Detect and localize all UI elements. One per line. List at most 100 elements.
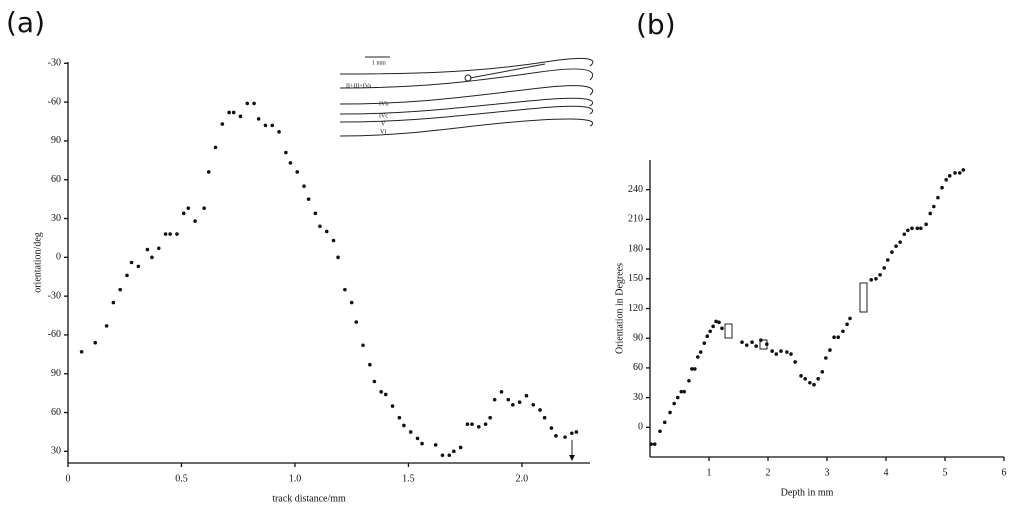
point [433,443,438,447]
point [720,326,724,331]
point [940,185,944,190]
point [440,453,445,458]
point [693,367,697,371]
point [649,442,653,446]
point [252,101,256,106]
point [492,397,497,402]
point [832,335,836,340]
x-axis-label: Depth in mm [781,487,834,498]
point [928,211,933,216]
point [717,320,721,325]
point [816,376,820,381]
y-tick-label: -30 [48,290,61,301]
point [961,168,966,172]
point [447,453,452,458]
point [452,449,456,454]
point [465,422,470,426]
point [145,247,150,252]
point [220,122,225,126]
point [824,356,828,360]
point [702,341,707,345]
panel-label: (a) [6,6,45,39]
point [118,287,122,292]
point [331,238,336,243]
point [668,410,672,415]
point [470,422,474,426]
x-tick-label: 1.5 [402,473,415,484]
inset-label: II+III+IVa [346,83,371,89]
y-tick-label: 210 [628,214,643,225]
point [125,273,129,278]
point [476,424,481,429]
point [885,258,890,262]
point [820,370,825,374]
point [306,197,311,201]
point [687,378,691,383]
point [845,322,849,327]
point [231,110,236,115]
point [136,264,141,269]
point [420,441,424,446]
y-tick-label: 120 [628,303,643,314]
point [288,161,293,165]
y-tick-label: 0 [638,422,643,433]
point [554,434,558,438]
point [390,404,395,408]
point [910,226,914,231]
x-tick-label: 4 [884,467,889,478]
point [799,374,803,378]
inset-diagram: 1 mm II+III+IVa IVb IVc V VI [339,56,594,137]
point [836,335,841,340]
y-tick-label: 30 [51,446,61,457]
point [270,123,275,128]
point [324,229,329,234]
point [402,423,406,428]
point [368,362,372,367]
x-tick-label: 2 [766,467,771,478]
point [284,150,288,155]
point [129,260,134,265]
point [193,219,197,223]
point [754,344,758,348]
point [511,402,515,407]
point [841,329,845,334]
y-tick-label: 0 [56,252,61,263]
point [898,240,902,244]
point [499,390,504,394]
point [698,350,703,354]
point [517,400,522,405]
point [206,170,211,174]
y-axis-label: Orientation in Degrees [614,263,625,354]
point [549,426,554,430]
point [163,232,168,236]
x-tick-label: 1.0 [289,473,302,484]
point [186,206,191,210]
x-tick-label: 3 [825,467,830,478]
point [181,211,186,216]
point [848,316,852,321]
point [213,145,218,150]
point [256,117,261,121]
point [882,266,887,270]
y-tick-label: 30 [633,392,643,403]
point [150,255,154,260]
y-tick-label: 240 [628,184,643,195]
point [658,429,662,434]
point [744,343,749,347]
point [682,389,687,394]
point [759,338,763,342]
y-tick-label: -60 [48,96,61,107]
point [652,442,657,446]
inset-label: IVc [379,113,388,119]
point [318,224,322,229]
point [869,277,874,282]
point [675,395,680,400]
inset-label: VI [380,129,386,135]
point [295,170,300,174]
point [397,415,402,420]
point [202,206,206,210]
inset-label: V [381,121,386,127]
point [379,390,384,394]
point [168,232,172,236]
